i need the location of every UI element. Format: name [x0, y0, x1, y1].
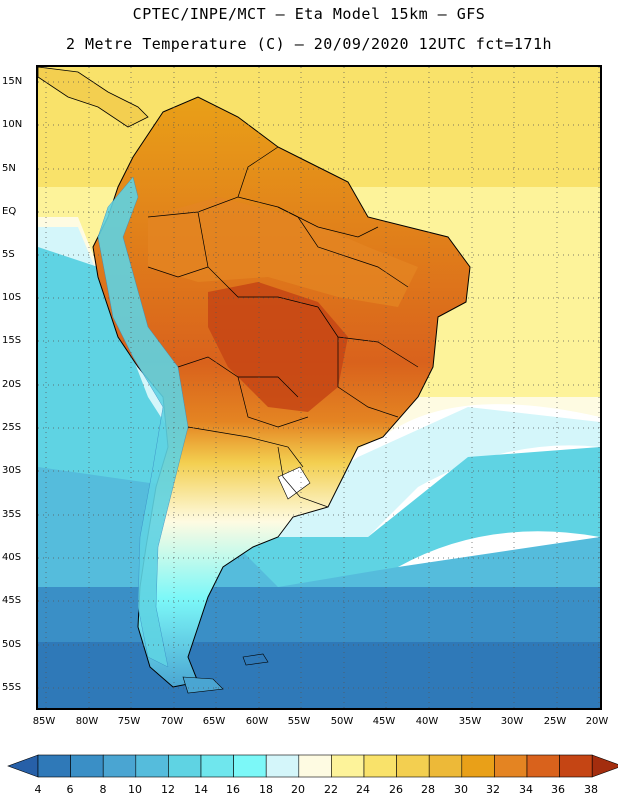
colorbar-label: 14 — [194, 783, 208, 796]
colorbar-segment — [559, 754, 593, 778]
lat-label: 55S — [2, 682, 22, 693]
lat-label: 35S — [2, 509, 22, 520]
lon-label: 20W — [585, 716, 609, 727]
colorbar-label: 36 — [551, 783, 565, 796]
colorbar-segment — [135, 754, 169, 778]
lat-label: 5S — [2, 249, 15, 260]
colorbar-segment — [428, 754, 463, 778]
colorbar-label: 26 — [389, 783, 403, 796]
amazon-warm-region — [148, 197, 418, 307]
colorbar-segment — [331, 754, 365, 778]
temperature-map[interactable] — [36, 65, 602, 710]
ocean-band-cool — [38, 587, 600, 647]
lat-label: 40S — [2, 552, 22, 563]
colorbar-label: 18 — [259, 783, 273, 796]
ocean-band-cold — [38, 642, 600, 708]
colorbar-segment — [298, 754, 332, 778]
central-america — [38, 67, 149, 128]
colorbar-segment — [265, 754, 300, 778]
map-subtitle: 2 Metre Temperature (C) – 20/09/2020 12U… — [65, 35, 553, 53]
colorbar-segment — [200, 754, 234, 778]
lat-label: EQ — [2, 206, 17, 217]
colorbar-segment — [168, 754, 202, 778]
colorbar-extend-low — [7, 754, 39, 778]
lat-label: 15N — [2, 76, 23, 87]
lat-label: 30S — [2, 465, 22, 476]
colorbar-label: 38 — [584, 783, 598, 796]
colorbar-label: 8 — [99, 783, 107, 796]
colorbar-label: 20 — [291, 783, 305, 796]
lon-label: 30W — [500, 716, 524, 727]
colorbar-segment — [494, 754, 528, 778]
lon-label: 25W — [543, 716, 567, 727]
interior-hot-core — [208, 282, 348, 412]
colorbar-label: 24 — [356, 783, 370, 796]
country-borders — [147, 146, 419, 508]
tierra-del-fuego — [182, 676, 224, 694]
lat-label: 25S — [2, 422, 22, 433]
colorbar-label: 28 — [421, 783, 435, 796]
colorbar-segment — [102, 754, 137, 778]
lat-label: 15S — [2, 335, 22, 346]
colorbar-extend-high — [591, 754, 618, 778]
lon-label: 80W — [75, 716, 99, 727]
map-title: CPTEC/INPE/MCT – Eta Model 15km – GFS — [132, 5, 486, 23]
colorbar-segment — [461, 754, 495, 778]
colorbar-segment — [363, 754, 397, 778]
lon-label: 85W — [32, 716, 56, 727]
lon-label: 35W — [458, 716, 482, 727]
lat-label: 45S — [2, 595, 22, 606]
lat-label: 5N — [2, 163, 16, 174]
lagoon — [277, 466, 311, 500]
falkland-islands — [242, 653, 269, 666]
colorbar-label: 4 — [34, 783, 42, 796]
lat-label: 10N — [2, 119, 23, 130]
colorbar-segment — [233, 754, 267, 778]
lon-label: 75W — [117, 716, 141, 727]
colorbar-label: 6 — [66, 783, 74, 796]
colorbar-label: 16 — [226, 783, 240, 796]
lon-label: 70W — [160, 716, 184, 727]
lon-label: 55W — [287, 716, 311, 727]
colorbar-label: 30 — [454, 783, 468, 796]
lon-label: 65W — [202, 716, 226, 727]
lon-label: 50W — [330, 716, 354, 727]
lon-label: 60W — [245, 716, 269, 727]
colorbar-label: 34 — [519, 783, 533, 796]
colorbar-segment — [396, 754, 430, 778]
lat-label: 20S — [2, 379, 22, 390]
andes-cold-strip — [97, 176, 189, 668]
colorbar — [7, 754, 618, 778]
colorbar-segment — [37, 754, 71, 778]
colorbar-segment — [70, 754, 104, 778]
lat-label: 10S — [2, 292, 22, 303]
lat-label: 50S — [2, 639, 22, 650]
map-canvas — [38, 67, 600, 708]
lon-label: 40W — [415, 716, 439, 727]
graticule — [38, 67, 600, 708]
lon-label: 45W — [372, 716, 396, 727]
colorbar-segment — [526, 754, 560, 778]
colorbar-label: 12 — [161, 783, 175, 796]
colorbar-label: 10 — [128, 783, 142, 796]
colorbar-label: 32 — [486, 783, 500, 796]
ocean-band-subtropical — [38, 217, 600, 467]
colorbar-label: 22 — [324, 783, 338, 796]
